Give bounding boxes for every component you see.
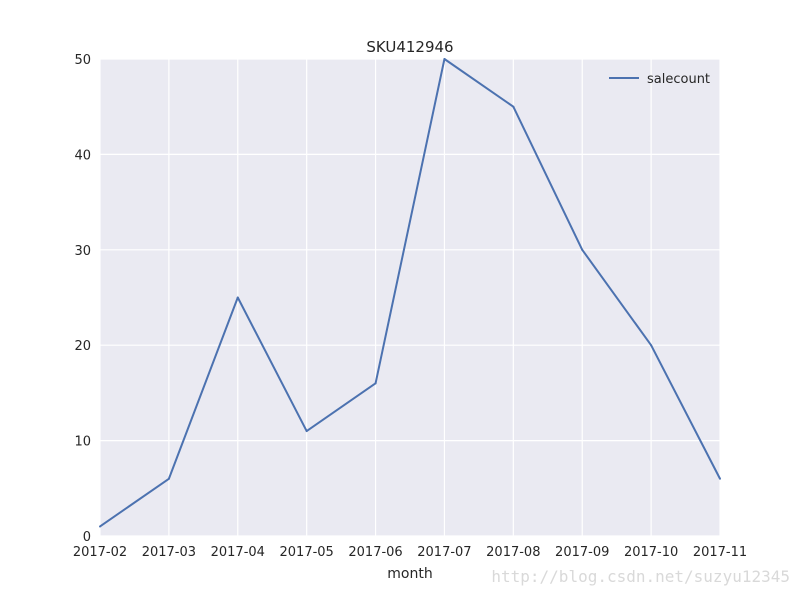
legend: salecount [609,72,710,87]
data-point [374,382,377,385]
x-tick-label: 2017-06 [348,545,402,560]
x-axis-ticks: 2017-02 2017-03 2017-04 2017-05 2017-06 2017-… [73,545,747,560]
x-tick-label: 2017-07 [417,545,471,560]
x-axis-label: month [387,566,432,582]
x-tick-label: 2017-03 [142,545,196,560]
data-point [167,477,170,480]
series-line-salecount [99,58,721,528]
x-tick-label: 2017-04 [211,545,265,560]
data-point [443,58,446,60]
x-tick-label: 2017-08 [486,545,540,560]
x-tick-label: 2017-05 [280,545,334,560]
y-axis-ticks: 0 10 20 30 40 50 [74,53,91,545]
data-point [99,525,101,528]
y-tick-label: 20 [74,339,91,354]
chart-title: SKU412946 [366,38,453,56]
y-tick-label: 0 [83,530,91,545]
series-layer [99,58,721,528]
data-point [305,430,308,433]
watermark-text: http://blog.csdn.net/suzyu12345 [491,567,790,586]
y-tick-label: 30 [74,244,91,259]
data-point [512,105,515,108]
x-tick-label: 2017-02 [73,545,127,560]
grid-lines [99,58,721,537]
legend-label: salecount [647,72,710,87]
y-tick-label: 10 [74,435,91,450]
x-tick-label: 2017-09 [555,545,609,560]
y-tick-label: 40 [74,148,91,163]
y-tick-label: 50 [74,53,91,68]
x-tick-label: 2017-10 [624,545,678,560]
plot-area [100,59,720,536]
data-point [719,477,721,480]
data-point [236,296,239,299]
data-point [581,248,584,251]
data-point [650,344,653,347]
x-tick-label: 2017-11 [693,545,747,560]
